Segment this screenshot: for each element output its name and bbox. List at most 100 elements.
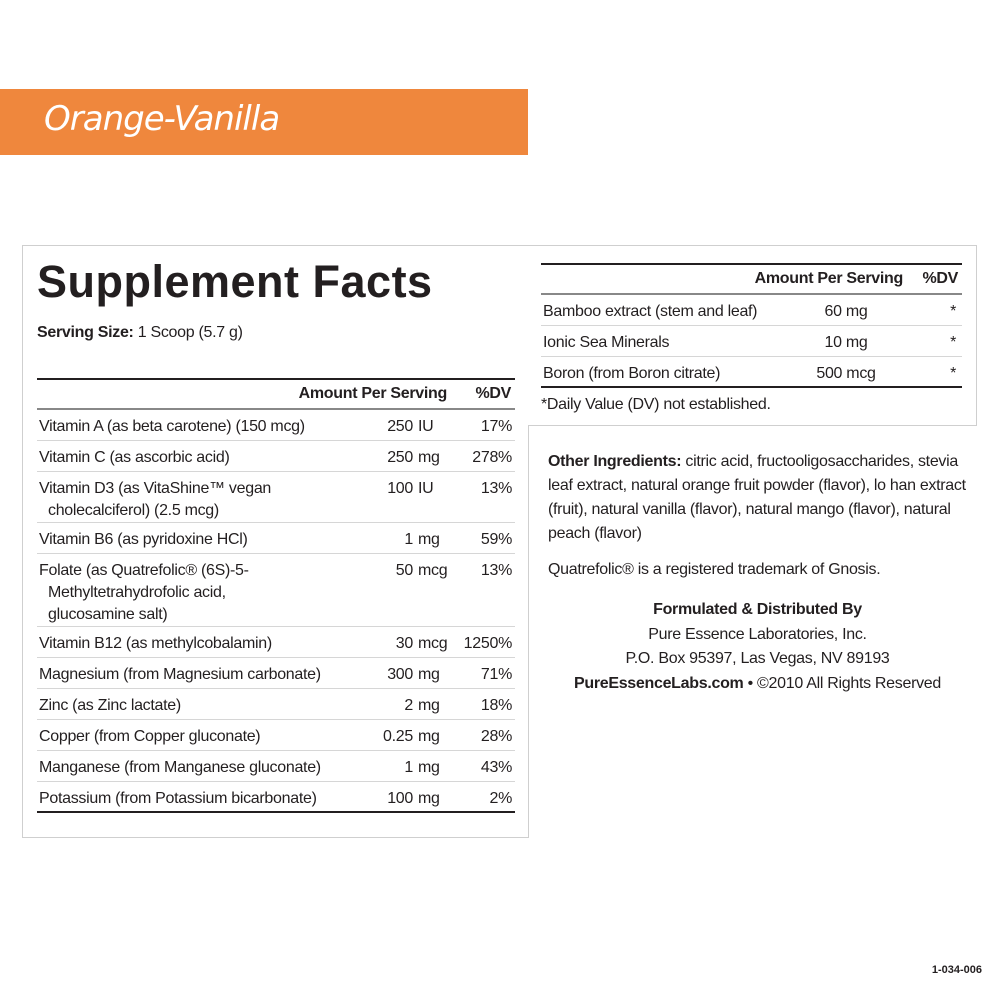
nutrient-name: Ionic Sea Minerals xyxy=(541,325,787,357)
amount-unit: mg xyxy=(418,727,440,745)
nutrient-name: Folate (as Quatrefolic® (6S)-5- xyxy=(39,561,249,579)
nutrient-name-cell: Vitamin D3 (as VitaShine™ vegan cholecalc… xyxy=(37,471,351,523)
supplement-facts-panel: Supplement Facts Serving Size: 1 Scoop (… xyxy=(22,245,529,838)
dv-cell: * xyxy=(907,294,962,326)
dv-header: %DV xyxy=(907,264,962,295)
amount-cell: 2 mg xyxy=(351,688,451,720)
trademark-note: Quatrefolic® is a registered trademark o… xyxy=(548,561,881,578)
amount-cell: 1 mg xyxy=(351,750,451,782)
nutrient-name: Magnesium (from Magnesium carbonate) xyxy=(39,665,321,683)
amount-cell: 100 mg xyxy=(351,781,451,812)
dv-cell: * xyxy=(950,364,956,382)
nutrient-name: Zinc (as Zinc lactate) xyxy=(39,696,181,714)
amount-unit: IU xyxy=(418,418,434,435)
amount-cell: 100 IU xyxy=(351,471,451,523)
nutrient-name-cell: Vitamin A (as beta carotene) (150 mcg) xyxy=(37,409,351,441)
nutrient-name: Potassium (from Potassium bicarbonate) xyxy=(39,789,317,807)
nutrient-name-cell: Potassium (from Potassium bicarbonate) xyxy=(37,781,351,812)
footnote: *Daily Value (DV) not established. xyxy=(541,396,771,413)
amount-unit: mg xyxy=(418,530,440,548)
nutrient-name: Vitamin C (as ascorbic acid) xyxy=(39,448,230,466)
nutrient-name: Vitamin B12 (as methylcobalamin) xyxy=(39,634,272,652)
amount-cell: 500 mcg xyxy=(816,364,876,382)
nutrient-row: Vitamin D3 (as VitaShine™ vegan cholecalc… xyxy=(37,471,515,523)
amount-value: 100 xyxy=(387,789,413,807)
nutrient-name-cell: Magnesium (from Magnesium carbonate) xyxy=(37,657,351,689)
amount-value: 100 xyxy=(387,479,413,497)
amount-unit: mg xyxy=(418,696,440,714)
serving-size: Serving Size: 1 Scoop (5.7 g) xyxy=(37,324,243,341)
dv-cell: 71% xyxy=(451,657,515,689)
amount-value: 250 xyxy=(387,448,413,466)
nutrient-name-cell: Folate (as Quatrefolic® (6S)-5- Methyltet… xyxy=(37,553,351,627)
nutrient-name-cell: Vitamin C (as ascorbic acid) xyxy=(37,440,351,472)
dv-cell: 18% xyxy=(451,688,515,720)
amount-unit: mcg xyxy=(418,634,448,652)
nutrient-row: Potassium (from Potassium bicarbonate) 10… xyxy=(37,781,515,812)
nutrient-name: glucosamine salt) xyxy=(48,605,168,623)
amount-value: 2 xyxy=(404,696,413,714)
amount-unit: mcg xyxy=(418,561,448,579)
amount-unit: mg xyxy=(418,789,440,807)
nutrient-row: Manganese (from Manganese gluconate) 1 mg 4… xyxy=(37,750,515,782)
amount-value: 0.25 xyxy=(383,727,413,745)
amount-cell: 250 IU xyxy=(351,409,451,441)
nutrient-row: Vitamin B6 (as pyridoxine HCl) 1 mg 59% xyxy=(37,522,515,554)
flavor-name: Orange-Vanilla xyxy=(44,99,280,139)
nutrient-name: cholecalciferol) (2.5 mcg) xyxy=(48,501,219,519)
product-code: 1-034-006 xyxy=(931,964,982,976)
dv-cell: 17% xyxy=(451,409,515,441)
other-nutrient-table: Amount Per Serving %DV Bamboo extract (st… xyxy=(541,263,962,388)
nutrient-name: Bamboo extract (stem and leaf) xyxy=(541,294,787,326)
amount-cell: 250 mg xyxy=(351,440,451,472)
nutrient-name: Methyltetrahydrofolic acid, xyxy=(48,583,226,601)
amount-unit: mg xyxy=(418,665,440,683)
website-link: PureEssenceLabs.com xyxy=(573,674,744,692)
dv-cell: 28% xyxy=(451,719,515,751)
nutrient-table: Amount Per Serving %DV Vitamin A (as beta… xyxy=(37,378,515,813)
other-nutrients-panel: Amount Per Serving %DV Bamboo extract (st… xyxy=(528,245,977,426)
amount-unit: IU xyxy=(418,479,434,497)
dv-cell: * xyxy=(907,325,962,357)
other-nutrient-row: Ionic Sea Minerals 10 mg * xyxy=(541,325,962,357)
amount-value: 1 xyxy=(404,530,413,548)
amount-cell: 0.25 mg xyxy=(351,719,451,751)
nutrient-row: Folate (as Quatrefolic® (6S)-5- Methyltet… xyxy=(37,553,515,627)
nutrient-name: Boron (from Boron citrate) xyxy=(543,364,721,382)
amount-value: 50 xyxy=(395,561,414,579)
flavor-banner: Orange-Vanilla xyxy=(0,89,528,155)
nutrient-name: Vitamin B6 (as pyridoxine HCl) xyxy=(39,530,248,548)
nutrient-row: Vitamin A (as beta carotene) (150 mcg) 25… xyxy=(37,409,515,441)
other-nutrient-row: Boron (from Boron citrate) 500 mcg * xyxy=(541,356,962,387)
other-nutrient-row: Bamboo extract (stem and leaf) 60 mg * xyxy=(541,294,962,326)
nutrient-row: Magnesium (from Magnesium carbonate) 300 m… xyxy=(37,657,515,689)
nutrient-name-cell: Vitamin B6 (as pyridoxine HCl) xyxy=(37,522,351,554)
amount-cell: 60 mg xyxy=(787,294,907,326)
nutrient-name-cell: Manganese (from Manganese gluconate) xyxy=(37,750,351,782)
amount-cell: 30 mcg xyxy=(351,626,451,658)
nutrient-row: Copper (from Copper gluconate) 0.25 mg 28% xyxy=(37,719,515,751)
dv-cell: 13% xyxy=(451,553,515,627)
nutrient-name-cell: Vitamin B12 (as methylcobalamin) xyxy=(37,626,351,658)
amount-cell: 10 mg xyxy=(787,325,907,357)
amount-cell: 300 mg xyxy=(351,657,451,689)
nutrient-name: Vitamin D3 (as VitaShine™ vegan xyxy=(39,479,272,497)
nutrient-row: Vitamin C (as ascorbic acid) 250 mg 278% xyxy=(37,440,515,472)
amount-value: 1 xyxy=(404,758,413,776)
panel-title: Supplement Facts xyxy=(37,256,433,307)
dv-cell: 2% xyxy=(489,789,512,807)
nutrient-row: Zinc (as Zinc lactate) 2 mg 18% xyxy=(37,688,515,720)
nutrient-name: Vitamin A (as beta carotene) (150 mcg) xyxy=(39,418,305,435)
distributor-block: Formulated & Distributed By Pure Essence… xyxy=(573,601,942,692)
amount-cell: 50 mcg xyxy=(351,553,451,627)
nutrient-name: Manganese (from Manganese gluconate) xyxy=(39,758,321,776)
nutrient-row: Vitamin B12 (as methylcobalamin) 30 mcg 125… xyxy=(37,626,515,658)
amount-value: 250 xyxy=(387,418,413,435)
amount-unit: mg xyxy=(418,758,440,776)
dv-cell: 13% xyxy=(451,471,515,523)
nutrient-name-cell: Zinc (as Zinc lactate) xyxy=(37,688,351,720)
amount-cell: 1 mg xyxy=(351,522,451,554)
dv-header: %DV xyxy=(451,379,515,410)
nutrient-name-cell: Copper (from Copper gluconate) xyxy=(37,719,351,751)
amount-unit: mg xyxy=(418,448,440,466)
